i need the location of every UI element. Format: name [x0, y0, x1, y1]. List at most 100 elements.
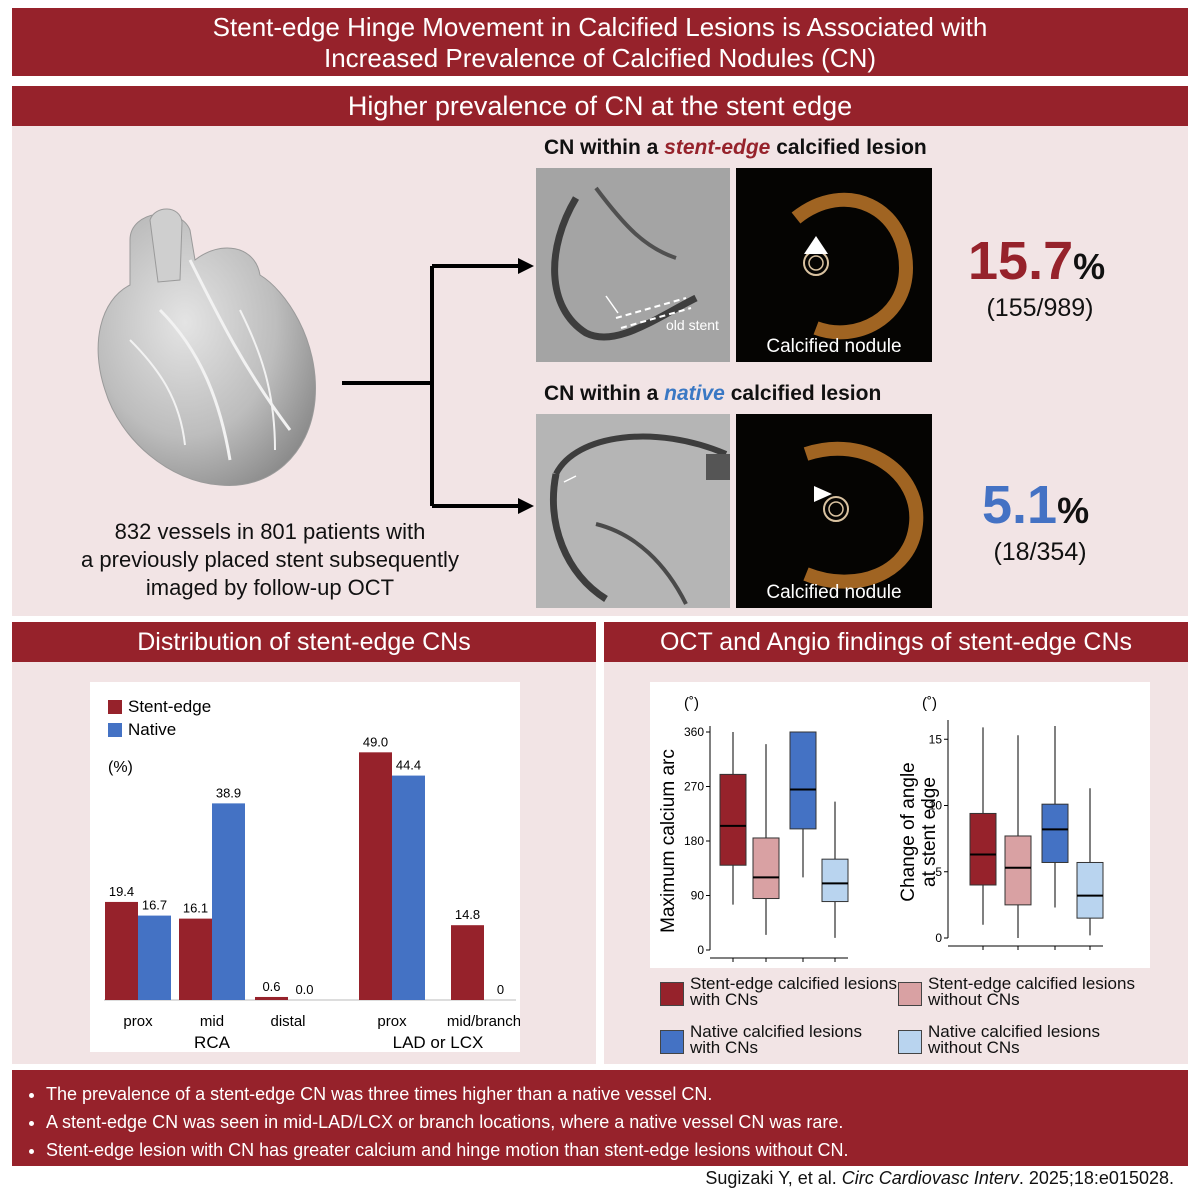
y-axis-label-line2: at stent edge: [919, 777, 940, 887]
oct-caption-stent-edge: Calcified nodule: [766, 336, 902, 357]
angiogram-stent-edge-graphic: old stent: [536, 168, 730, 362]
bar-native-0: [138, 915, 171, 1000]
x-tick-label-2: distal: [270, 1013, 305, 1030]
data-label-native-3: 44.4: [396, 758, 421, 773]
native-heading-prefix: CN within a: [544, 382, 665, 405]
native-percent-unit: %: [1057, 490, 1090, 531]
box-legend: Stent-edge calcified lesions with CNs St…: [660, 974, 1180, 1060]
y-axis-label: Change of angleat stent edge: [898, 762, 940, 901]
nodule-marker-icon: [804, 236, 828, 254]
legend-label-stent-edge: Stent-edge: [128, 697, 211, 716]
native-percent-value: 5.1: [982, 475, 1058, 535]
y-axis-label: Maximum calcium arc: [658, 749, 679, 933]
native-fraction: (18/354): [993, 538, 1087, 566]
cohort-line-2: a previously placed stent subsequently: [81, 547, 459, 572]
box-1: [1004, 835, 1032, 906]
native-heading: CN within a native calcified lesion: [544, 382, 881, 406]
data-label-stent-edge-0: 19.4: [109, 884, 134, 899]
legend-stent-edge-with: Stent-edge calcified lesions with CNs: [690, 974, 897, 1008]
box-0: [719, 773, 747, 866]
oct-native-graphic: [803, 441, 924, 589]
legend-native-with: Native calcified lesions with CNs: [690, 1023, 862, 1057]
title-banner: Stent-edge Hinge Movement in Calcified L…: [12, 8, 1188, 76]
x-tick-label-1: mid: [200, 1013, 224, 1030]
native-percent: 5.1%: [982, 474, 1089, 536]
citation: Sugizaki Y, et al. Circ Cardiovasc Inter…: [705, 1168, 1174, 1189]
title-line-2: Increased Prevalence of Calcified Nodule…: [323, 43, 877, 73]
finding-2: A stent-edge CN was seen in mid-LAD/LCX …: [46, 1108, 1188, 1136]
bar-stent-edge-2: [255, 996, 288, 1000]
data-label-native-2: 0.0: [295, 982, 313, 997]
unit-label: (˚): [922, 695, 937, 712]
box-2: [789, 731, 817, 830]
group-label-rca: RCA: [194, 1033, 231, 1052]
bar-native-3: [392, 775, 425, 1000]
stent-edge-heading-emphasis: stent-edge: [664, 136, 771, 159]
box-3: [1076, 861, 1104, 919]
y-tick-label-0: 0: [697, 943, 704, 957]
legend-swatch-native: [108, 723, 122, 737]
finding-3: Stent-edge lesion with CN has greater ca…: [46, 1136, 1188, 1164]
oct-image-stent-edge: Calcified nodule: [736, 168, 932, 362]
y-tick-label-3: 270: [684, 780, 704, 794]
oct-stent-edge-graphic: [791, 192, 914, 340]
oct-image-native: Calcified nodule: [736, 414, 932, 608]
y-tick-label-1: 5: [935, 865, 942, 879]
bar-native-1: [212, 803, 245, 1000]
angiogram-native: [536, 414, 730, 608]
native-heading-suffix: calcified lesion: [724, 382, 882, 405]
heart-illustration: [97, 208, 316, 486]
stent-edge-percent-unit: %: [1073, 246, 1106, 287]
nodule-marker-icon: [814, 486, 832, 502]
finding-1: The prevalence of a stent-edge CN was th…: [46, 1080, 1188, 1108]
key-findings: The prevalence of a stent-edge CN was th…: [12, 1070, 1188, 1166]
bar-stent-edge-3: [359, 752, 392, 1000]
legend-stent-edge-without-line1: Stent-edge calcified lesions: [928, 974, 1135, 993]
data-label-native-0: 16.7: [142, 898, 167, 913]
section2-heading: Distribution of stent-edge CNs: [12, 622, 596, 662]
title-line-1: Stent-edge Hinge Movement in Calcified L…: [212, 12, 988, 42]
y-tick-label-0: 0: [935, 931, 942, 945]
data-label-stent-edge-3: 49.0: [363, 734, 388, 749]
legend-stent-edge-with-line1: Stent-edge calcified lesions: [690, 974, 897, 993]
y-tick-label-2: 180: [684, 834, 704, 848]
native-heading-emphasis: native: [664, 382, 725, 405]
data-label-native-1: 38.9: [216, 785, 241, 800]
legend-label-native: Native: [128, 720, 176, 739]
angiogram-native-graphic: [536, 414, 730, 608]
y-tick-label-4: 360: [684, 725, 704, 739]
stent-edge-percent: 15.7%: [968, 230, 1105, 292]
bar-stent-edge-1: [179, 918, 212, 1000]
legend-swatch-stent-edge-with: [660, 982, 684, 1006]
box-chart-calcium-arc: 0 90 180 270 360 (˚) Maximum calcium arc: [658, 695, 849, 962]
box-0: [969, 812, 997, 886]
data-label-stent-edge-4: 14.8: [455, 907, 480, 922]
cohort-description: 832 vessels in 801 patients with a previ…: [40, 518, 500, 602]
angiogram-stent-edge: old stent: [536, 168, 730, 362]
citation-journal: Circ Cardiovasc Interv: [841, 1168, 1019, 1188]
data-label-native-4: 0: [497, 982, 504, 997]
bar-chart: Stent-edge Native (%) 19.4 16.1 0.6 49.0 14.8 16…: [104, 697, 520, 1052]
stent-edge-percent-value: 15.7: [968, 231, 1074, 291]
legend-swatch-native-with: [660, 1030, 684, 1054]
y-tick-label-3: 15: [929, 732, 943, 746]
box-2: [1041, 803, 1069, 863]
x-tick-label-3: prox: [377, 1013, 407, 1030]
x-tick-label-4: mid/branch: [447, 1013, 520, 1030]
y-axis-label-line1: Change of angle: [898, 762, 919, 901]
y-unit-label: (%): [108, 759, 133, 776]
legend-native-without-line2: without CNs: [928, 1038, 1020, 1057]
unit-label: (˚): [684, 695, 699, 712]
cohort-line-3: imaged by follow-up OCT: [145, 575, 395, 600]
legend-native-with-line2: with CNs: [690, 1038, 759, 1057]
citation-authors: Sugizaki Y, et al.: [705, 1168, 842, 1188]
oct-caption-native: Calcified nodule: [766, 582, 902, 603]
section3-heading: OCT and Angio findings of stent-edge CNs: [604, 622, 1188, 662]
stent-edge-heading: CN within a stent-edge calcified lesion: [544, 136, 927, 160]
legend-swatch-stent-edge-without: [898, 982, 922, 1006]
cohort-line-1: 832 vessels in 801 patients with: [114, 519, 426, 544]
y-tick-label-1: 90: [691, 889, 705, 903]
legend-stent-edge-without: Stent-edge calcified lesions without CNs: [928, 974, 1135, 1008]
old-stent-label: old stent: [666, 317, 719, 333]
stent-edge-fraction: (155/989): [986, 294, 1094, 322]
